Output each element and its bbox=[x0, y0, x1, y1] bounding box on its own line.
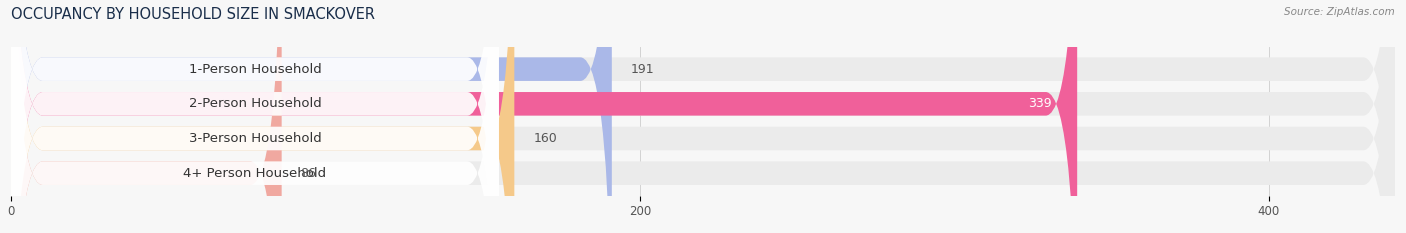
FancyBboxPatch shape bbox=[11, 0, 499, 233]
Text: 160: 160 bbox=[533, 132, 557, 145]
FancyBboxPatch shape bbox=[11, 0, 499, 233]
FancyBboxPatch shape bbox=[11, 0, 281, 233]
FancyBboxPatch shape bbox=[11, 0, 499, 233]
Text: 86: 86 bbox=[301, 167, 316, 180]
FancyBboxPatch shape bbox=[11, 0, 1077, 233]
FancyBboxPatch shape bbox=[11, 0, 515, 233]
Text: OCCUPANCY BY HOUSEHOLD SIZE IN SMACKOVER: OCCUPANCY BY HOUSEHOLD SIZE IN SMACKOVER bbox=[11, 7, 375, 22]
FancyBboxPatch shape bbox=[11, 0, 1395, 233]
Text: 4+ Person Household: 4+ Person Household bbox=[183, 167, 326, 180]
FancyBboxPatch shape bbox=[11, 0, 1395, 233]
Text: 3-Person Household: 3-Person Household bbox=[188, 132, 322, 145]
FancyBboxPatch shape bbox=[11, 0, 499, 233]
Text: 339: 339 bbox=[1028, 97, 1052, 110]
FancyBboxPatch shape bbox=[11, 0, 1395, 233]
FancyBboxPatch shape bbox=[11, 0, 612, 233]
Text: 191: 191 bbox=[631, 63, 654, 76]
Text: 2-Person Household: 2-Person Household bbox=[188, 97, 322, 110]
Text: 1-Person Household: 1-Person Household bbox=[188, 63, 322, 76]
Text: Source: ZipAtlas.com: Source: ZipAtlas.com bbox=[1284, 7, 1395, 17]
FancyBboxPatch shape bbox=[11, 0, 1395, 233]
